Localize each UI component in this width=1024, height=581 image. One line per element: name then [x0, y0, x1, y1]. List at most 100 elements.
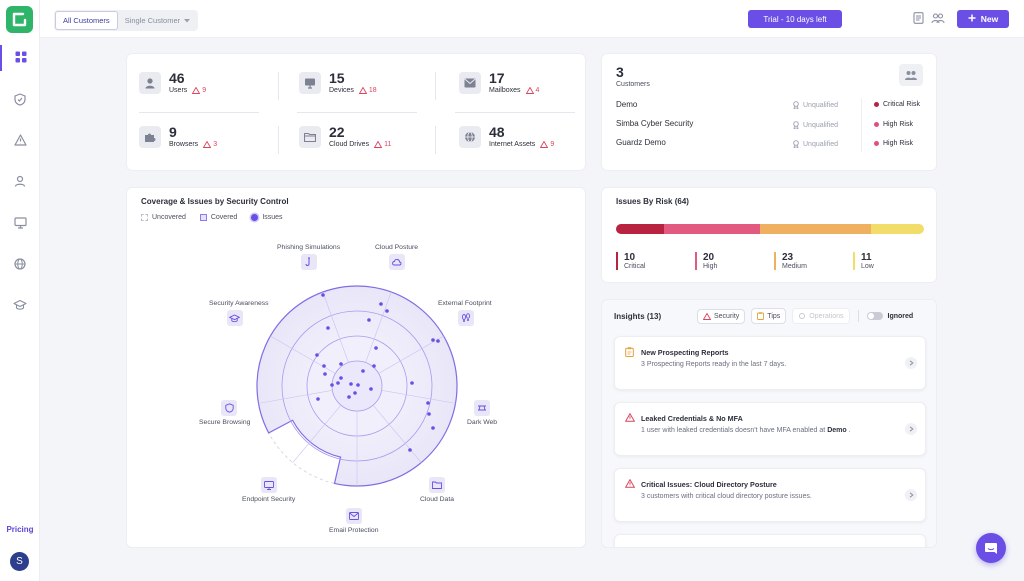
stat-users[interactable]: 46 Users 9 [139, 71, 206, 94]
issue-dot[interactable] [347, 395, 351, 399]
divider [139, 112, 259, 113]
control-dark-web[interactable]: Dark Web [467, 400, 497, 426]
pricing-link[interactable]: Pricing [6, 525, 34, 534]
risk-stat-critical[interactable]: 10 Critical [616, 252, 645, 270]
issue-dot[interactable] [369, 387, 373, 391]
nav-devices[interactable] [0, 211, 40, 237]
nav-issues[interactable] [0, 128, 40, 154]
issue-dot[interactable] [379, 302, 383, 306]
risk-segment-low[interactable] [871, 224, 924, 234]
chat-icon [985, 542, 997, 554]
control-security-awareness[interactable]: Security Awareness [209, 300, 269, 326]
control-cloud-data[interactable]: Cloud Data [420, 477, 454, 503]
risk-segment-medium[interactable] [760, 224, 872, 234]
uncovered-swatch [141, 214, 148, 221]
stat-mailboxes[interactable]: 17 Mailboxes 4 [459, 71, 539, 94]
puzzle-icon [139, 125, 161, 148]
tab-all-customers[interactable]: All Customers [55, 11, 118, 30]
team-icon[interactable] [899, 64, 923, 86]
chat-button[interactable] [976, 533, 1006, 563]
warning-icon [624, 412, 635, 423]
control-endpoint-security[interactable]: Endpoint Security [242, 477, 295, 503]
issue-dot[interactable] [408, 448, 412, 452]
nav-training[interactable] [0, 293, 40, 319]
issue-dot[interactable] [322, 364, 326, 368]
nav-dashboard[interactable] [0, 45, 40, 71]
issue-dot[interactable] [315, 353, 319, 357]
risk-stat-high[interactable]: 20 High [695, 252, 717, 270]
risk-stat-medium[interactable]: 23 Medium [774, 252, 807, 270]
issue-dot[interactable] [316, 397, 320, 401]
issue-dot[interactable] [385, 309, 389, 313]
insight-item[interactable]: Critical Issues: Cloud Directory Posture… [614, 468, 926, 522]
issue-dot[interactable] [436, 339, 440, 343]
issue-dot[interactable] [374, 346, 378, 350]
issue-dot[interactable] [431, 338, 435, 342]
coverage-title: Coverage & Issues by Security Control [141, 197, 289, 206]
document-icon[interactable] [911, 11, 925, 25]
issue-dot[interactable] [361, 369, 365, 373]
risk-badge: Critical Risk [874, 101, 920, 108]
nav-users[interactable] [0, 169, 40, 195]
chevron-right-icon[interactable] [905, 357, 917, 369]
monitor-icon [13, 217, 27, 231]
ignored-toggle[interactable]: Ignored [866, 312, 913, 320]
stat-internet-assets[interactable]: 48 Internet Assets 9 [459, 125, 554, 148]
tab-single-customer[interactable]: Single Customer [118, 11, 197, 30]
divider [857, 310, 859, 322]
risk-segment-high[interactable] [664, 224, 761, 234]
insight-item[interactable]: Leaked Credentials & No MFA 1 user with … [614, 402, 926, 456]
issue-dot[interactable] [330, 383, 334, 387]
issue-dot[interactable] [356, 383, 360, 387]
filter-security[interactable]: Security [697, 308, 746, 324]
filter-tips[interactable]: Tips [751, 308, 787, 324]
issue-dot[interactable] [323, 372, 327, 376]
logo-icon[interactable] [6, 6, 33, 33]
issue-dot[interactable] [410, 381, 414, 385]
risk-label: High [703, 263, 718, 270]
customers-label: Customers [616, 81, 650, 88]
customer-row[interactable]: Simba Cyber Security Unqualified High Ri… [616, 119, 924, 131]
customer-row[interactable]: Demo Unqualified Critical Risk [616, 100, 924, 112]
graduation-cap-icon [226, 310, 243, 326]
filter-operations[interactable]: Operations [792, 308, 850, 324]
control-external-footprint[interactable]: External Footprint [438, 300, 492, 326]
control-phishing-simulations[interactable]: Phishing Simulations [277, 244, 340, 270]
team-icon[interactable] [931, 11, 945, 25]
risk-stat-low[interactable]: 11 Low [853, 252, 874, 270]
issue-dot[interactable] [339, 376, 343, 380]
warning-icon [13, 134, 27, 148]
risk-segment-critical[interactable] [616, 224, 665, 234]
insight-item[interactable]: New Prospecting Reports 3 Prospecting Re… [614, 336, 926, 390]
issue-dot[interactable] [339, 362, 343, 366]
chevron-right-icon[interactable] [905, 489, 917, 501]
control-cloud-posture[interactable]: Cloud Posture [375, 244, 418, 270]
insight-description: 1 user with leaked credentials doesn't h… [641, 427, 851, 434]
insight-item[interactable] [614, 534, 926, 547]
chevron-right-icon[interactable] [905, 423, 917, 435]
nav-shield[interactable] [0, 87, 40, 113]
stat-cloud-drives[interactable]: 22 Cloud Drives 11 [299, 125, 391, 148]
issue-dot[interactable] [367, 318, 371, 322]
issue-dot[interactable] [321, 293, 325, 297]
new-button[interactable]: New [957, 10, 1009, 28]
issue-dot[interactable] [326, 326, 330, 330]
issue-dot[interactable] [372, 364, 376, 368]
issue-dot[interactable] [426, 401, 430, 405]
issue-dot[interactable] [349, 382, 353, 386]
issue-dot[interactable] [353, 391, 357, 395]
customer-link[interactable]: Demo [827, 427, 847, 434]
control-email-protection[interactable]: Email Protection [329, 508, 379, 534]
avatar[interactable]: S [10, 552, 29, 571]
issue-dot[interactable] [431, 426, 435, 430]
spoke-line [292, 404, 342, 463]
stat-devices[interactable]: 15 Devices 18 [299, 71, 377, 94]
issue-dot[interactable] [336, 381, 340, 385]
customer-row[interactable]: Guardz Demo Unqualified High Risk [616, 138, 924, 150]
nav-internet[interactable] [0, 252, 40, 278]
control-secure-browsing[interactable]: Secure Browsing [199, 400, 250, 426]
toggle-switch[interactable] [866, 312, 883, 320]
trial-button[interactable]: Trial - 10 days left [748, 10, 842, 28]
issue-dot[interactable] [427, 412, 431, 416]
stat-browsers[interactable]: 9 Browsers 3 [139, 125, 217, 148]
